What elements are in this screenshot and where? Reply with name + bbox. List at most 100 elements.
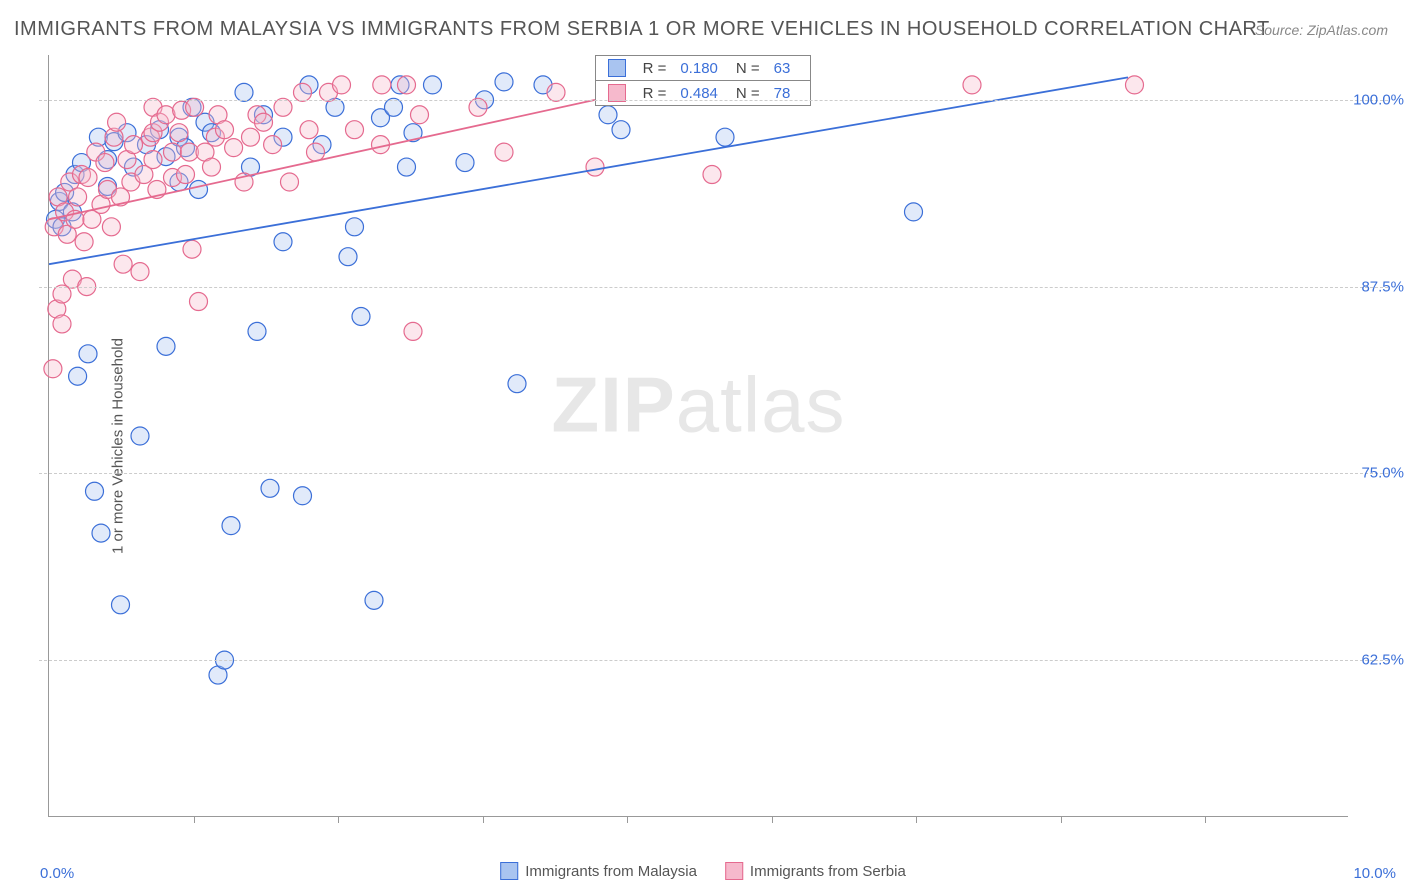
data-point xyxy=(424,76,442,94)
series-swatch xyxy=(608,59,626,77)
data-point xyxy=(274,98,292,116)
data-point xyxy=(456,154,474,172)
data-point xyxy=(170,124,188,142)
legend-swatch xyxy=(500,862,518,880)
data-point xyxy=(294,83,312,101)
data-point xyxy=(599,106,617,124)
data-point xyxy=(373,76,391,94)
data-point xyxy=(235,83,253,101)
x-tick xyxy=(1061,816,1062,823)
stats-R-value: 0.180 xyxy=(680,60,718,77)
stats-N-value: 63 xyxy=(774,60,791,77)
data-point xyxy=(114,255,132,273)
data-point xyxy=(69,188,87,206)
y-tick-label: 62.5% xyxy=(1344,652,1404,669)
data-point xyxy=(216,121,234,139)
data-point xyxy=(716,128,734,146)
data-point xyxy=(547,83,565,101)
data-point xyxy=(307,143,325,161)
stats-N-label: N = xyxy=(736,60,760,77)
data-point xyxy=(144,151,162,169)
x-tick xyxy=(1205,816,1206,823)
data-point xyxy=(264,136,282,154)
stats-row: R = 0.180 N = 63 xyxy=(596,56,811,80)
data-point xyxy=(365,591,383,609)
data-point xyxy=(164,143,182,161)
data-point xyxy=(398,76,416,94)
data-point xyxy=(75,233,93,251)
data-point xyxy=(125,136,143,154)
data-point xyxy=(352,307,370,325)
data-point xyxy=(333,76,351,94)
legend-swatch xyxy=(725,862,743,880)
data-point xyxy=(469,98,487,116)
data-point xyxy=(495,73,513,91)
x-tick xyxy=(338,816,339,823)
data-point xyxy=(274,233,292,251)
data-point xyxy=(92,524,110,542)
data-point xyxy=(79,345,97,363)
bottom-legend: Immigrants from Malaysia Immigrants from … xyxy=(500,862,906,880)
data-point xyxy=(346,121,364,139)
data-point xyxy=(508,375,526,393)
data-point xyxy=(281,173,299,191)
data-point xyxy=(69,367,87,385)
gridline-h xyxy=(39,473,1388,474)
data-point xyxy=(248,322,266,340)
data-point xyxy=(79,169,97,187)
stats-row: R =0.484N =78 xyxy=(596,80,811,105)
legend-label: Immigrants from Malaysia xyxy=(525,863,697,880)
data-point xyxy=(255,113,273,131)
data-point xyxy=(703,166,721,184)
data-point xyxy=(339,248,357,266)
data-point xyxy=(242,128,260,146)
x-tick xyxy=(627,816,628,823)
data-point xyxy=(186,98,204,116)
data-point xyxy=(398,158,416,176)
gridline-h xyxy=(39,100,1388,101)
data-point xyxy=(495,143,513,161)
x-tick xyxy=(916,816,917,823)
data-point xyxy=(102,218,120,236)
y-tick-label: 100.0% xyxy=(1344,91,1404,108)
x-tick xyxy=(194,816,195,823)
legend-item: Immigrants from Malaysia xyxy=(500,862,697,880)
chart-title: IMMIGRANTS FROM MALAYSIA VS IMMIGRANTS F… xyxy=(14,18,1270,41)
data-point xyxy=(346,218,364,236)
data-point xyxy=(157,337,175,355)
data-point xyxy=(190,180,208,198)
data-point xyxy=(177,166,195,184)
stats-legend-box: R = 0.180 N = 63 R =0.484N =78 xyxy=(595,55,812,106)
data-point xyxy=(222,517,240,535)
data-point xyxy=(385,98,403,116)
data-point xyxy=(1126,76,1144,94)
x-axis-min-label: 0.0% xyxy=(40,865,74,882)
y-tick-label: 75.0% xyxy=(1344,465,1404,482)
data-point xyxy=(225,139,243,157)
data-point xyxy=(190,293,208,311)
scatter-svg xyxy=(49,55,1348,816)
data-point xyxy=(300,121,318,139)
data-point xyxy=(203,158,221,176)
data-point xyxy=(131,427,149,445)
data-point xyxy=(586,158,604,176)
data-point xyxy=(404,322,422,340)
data-point xyxy=(86,482,104,500)
data-point xyxy=(294,487,312,505)
data-point xyxy=(905,203,923,221)
data-point xyxy=(411,106,429,124)
gridline-h xyxy=(39,660,1388,661)
y-tick-label: 87.5% xyxy=(1344,278,1404,295)
data-point xyxy=(108,113,126,131)
data-point xyxy=(53,315,71,333)
x-tick xyxy=(483,816,484,823)
data-point xyxy=(261,479,279,497)
data-point xyxy=(112,596,130,614)
data-point xyxy=(183,240,201,258)
legend-label: Immigrants from Serbia xyxy=(750,863,906,880)
data-point xyxy=(612,121,630,139)
stats-R-label: R = xyxy=(643,60,667,77)
data-point xyxy=(963,76,981,94)
data-point xyxy=(131,263,149,281)
legend-item: Immigrants from Serbia xyxy=(725,862,906,880)
